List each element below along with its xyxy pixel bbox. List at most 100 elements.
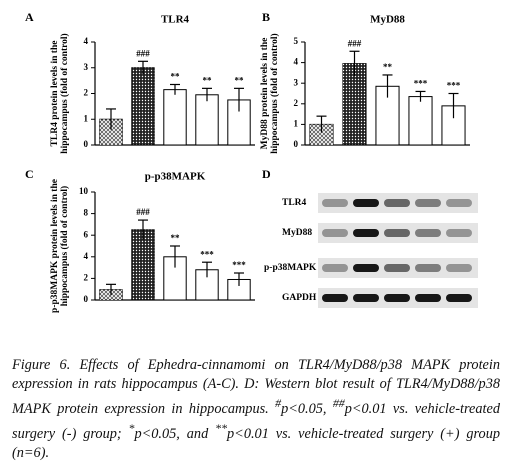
caption-text: Effects of Ephedra-cinnamomi on TLR4/MyD… xyxy=(12,357,501,417)
y-tick-label: 2 xyxy=(84,272,89,282)
error-bar xyxy=(202,261,212,278)
y-axis-label: p-p38MAPK protein levels in the xyxy=(50,179,60,313)
y-tick-label: 0 xyxy=(84,294,89,304)
y-tick-label: 0 xyxy=(294,139,299,149)
caption-note: p<0.05, and xyxy=(134,425,216,442)
caption-note: p<0.01 vs. vehicle-treated surgery (+) g… xyxy=(12,425,500,461)
y-tick-label: 10 xyxy=(79,186,89,196)
blot-band xyxy=(415,199,441,207)
y-axis-label: hippocampus (fold of control) xyxy=(59,186,70,306)
significance-label: ** xyxy=(203,75,213,85)
blot-band xyxy=(353,294,379,302)
y-tick-label: 2 xyxy=(84,88,89,98)
y-tick-label: 1 xyxy=(294,118,299,128)
blot-band xyxy=(415,294,441,302)
panel-letter: A xyxy=(25,10,34,24)
caption-sup: ## xyxy=(332,396,345,410)
y-tick-label: 8 xyxy=(84,208,89,218)
error-bar xyxy=(106,108,116,130)
error-bar xyxy=(106,283,116,296)
significance-label: ** xyxy=(171,72,181,82)
bar-pattern xyxy=(131,67,155,145)
error-bar xyxy=(234,272,244,286)
error-bar xyxy=(234,87,244,112)
significance-label: ** xyxy=(171,233,181,243)
y-tick-label: 3 xyxy=(84,62,89,72)
y-tick-label: 2 xyxy=(294,98,299,108)
blot-band xyxy=(322,294,348,302)
error-bar xyxy=(349,50,360,76)
y-axis-label: hippocampus (fold of control) xyxy=(269,33,280,153)
panel-letter: B xyxy=(262,10,270,24)
y-tick-label: 6 xyxy=(84,229,89,239)
caption: Figure 6. Effects of Ephedra-cinnamomi o… xyxy=(12,356,500,463)
significance-label: *** xyxy=(447,81,461,91)
y-tick-label: 4 xyxy=(294,57,299,67)
blot-band xyxy=(446,294,472,302)
error-bar xyxy=(170,83,180,95)
significance-label: *** xyxy=(200,249,214,259)
error-bar xyxy=(138,60,148,75)
blot-band xyxy=(353,264,379,272)
blot-band xyxy=(384,294,410,302)
chart-title: p-p38MAPK xyxy=(145,171,206,183)
y-axis-label: MyD88 protein levels in the xyxy=(260,38,270,150)
y-tick-label: 4 xyxy=(84,251,89,261)
blot-row-label: MyD88 xyxy=(282,228,312,238)
error-bar xyxy=(316,115,327,133)
y-axis-label: hippocampus (fold of control) xyxy=(59,33,70,153)
caption-label: Figure 6. xyxy=(12,357,71,373)
blot-band xyxy=(322,199,348,207)
blot-row-label: GAPDH xyxy=(282,293,317,303)
bar-pattern xyxy=(131,229,155,300)
blot-row-label: p-p38MAPK xyxy=(264,263,317,273)
y-tick-label: 1 xyxy=(84,113,89,123)
caption-note: p<0.01 vs. vehicle-treated surgery (-) g… xyxy=(12,400,500,442)
bar xyxy=(163,89,187,146)
blot-band xyxy=(322,229,348,237)
caption-sup: # xyxy=(275,396,282,410)
significance-label: ### xyxy=(136,48,150,58)
blot-row-label: TLR4 xyxy=(282,198,307,208)
blot-band xyxy=(384,199,410,207)
error-bar xyxy=(415,90,426,102)
y-tick-label: 3 xyxy=(294,77,299,87)
blot-band xyxy=(384,264,410,272)
error-bar xyxy=(202,87,212,102)
error-bar xyxy=(138,219,148,240)
bar xyxy=(195,94,219,146)
blot-band xyxy=(415,229,441,237)
significance-label: ** xyxy=(235,75,245,85)
error-bar xyxy=(382,74,393,98)
chart-title: MyD88 xyxy=(370,14,405,26)
blot-band xyxy=(384,229,410,237)
bar xyxy=(408,96,433,146)
blot-band xyxy=(415,264,441,272)
y-tick-label: 5 xyxy=(294,36,299,46)
bar-pattern xyxy=(309,124,334,145)
panel-letter: D xyxy=(262,167,271,181)
y-axis-label: TLR4 protein levels in the xyxy=(50,41,60,147)
bar-pattern xyxy=(99,119,123,145)
caption-sup: * xyxy=(128,420,135,435)
panel-letter: C xyxy=(25,167,34,181)
bar-pattern xyxy=(342,63,367,145)
blot-band xyxy=(446,199,472,207)
caption-notes: #p<0.05, ##p<0.01 vs. vehicle-treated su… xyxy=(12,396,500,461)
blot-band xyxy=(353,199,379,207)
significance-label: ** xyxy=(383,62,393,72)
significance-label: ### xyxy=(136,207,150,217)
caption-note: p<0.05, xyxy=(281,400,333,417)
significance-label: *** xyxy=(232,260,246,270)
y-tick-label: 4 xyxy=(84,36,89,46)
chart-title: TLR4 xyxy=(161,14,190,26)
blot-band xyxy=(353,229,379,237)
significance-label: *** xyxy=(414,79,428,89)
significance-label: ### xyxy=(348,38,362,48)
error-bar xyxy=(448,92,459,119)
error-bar xyxy=(170,245,180,268)
caption-sup: ** xyxy=(215,420,228,435)
blot-band xyxy=(446,264,472,272)
